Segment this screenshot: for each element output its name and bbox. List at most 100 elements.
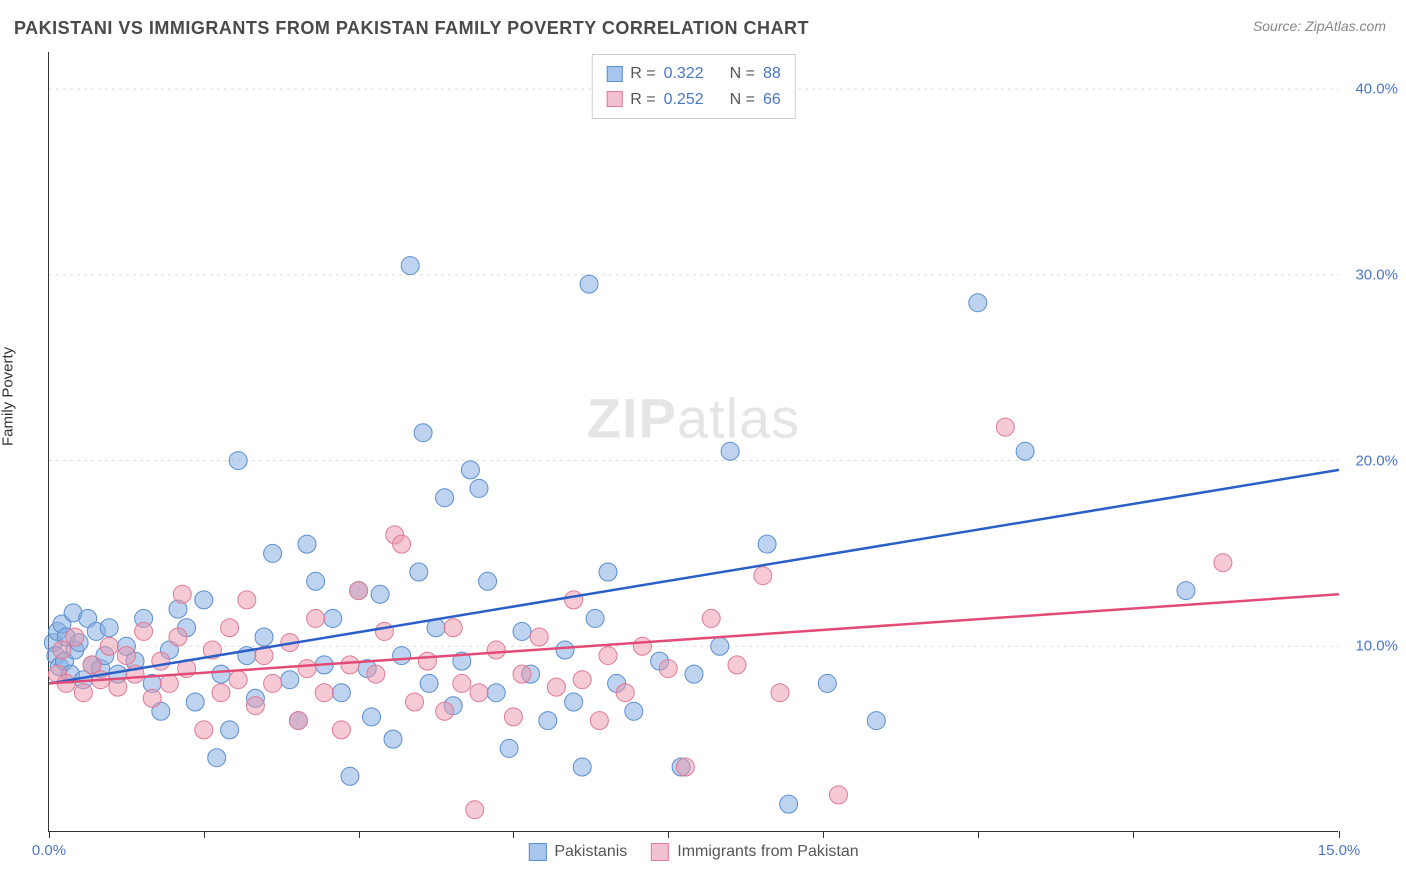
ytick-label: 40.0% bbox=[1343, 81, 1398, 98]
y-axis-label: Family Poverty bbox=[0, 347, 17, 446]
scatter-point bbox=[350, 582, 368, 600]
xtick bbox=[978, 831, 979, 838]
scatter-point bbox=[152, 652, 170, 670]
scatter-point bbox=[195, 591, 213, 609]
scatter-point bbox=[573, 758, 591, 776]
scatter-point bbox=[996, 418, 1014, 436]
scatter-point bbox=[246, 697, 264, 715]
scatter-point bbox=[565, 591, 583, 609]
correlation-legend: R = 0.322 N = 88 R = 0.252 N = 66 bbox=[591, 54, 796, 119]
scatter-point bbox=[332, 721, 350, 739]
r-value-2: 0.252 bbox=[664, 87, 704, 113]
scatter-point bbox=[625, 702, 643, 720]
scatter-point bbox=[754, 567, 772, 585]
scatter-point bbox=[676, 758, 694, 776]
scatter-point bbox=[436, 702, 454, 720]
scatter-point bbox=[818, 674, 836, 692]
scatter-point bbox=[74, 684, 92, 702]
scatter-point bbox=[143, 689, 161, 707]
series-legend: Pakistanis Immigrants from Pakistan bbox=[528, 843, 858, 861]
legend-swatch-2 bbox=[651, 843, 669, 861]
scatter-point bbox=[504, 708, 522, 726]
scatter-point bbox=[444, 619, 462, 637]
source-attribution: Source: ZipAtlas.com bbox=[1253, 18, 1386, 34]
scatter-point bbox=[169, 628, 187, 646]
legend-swatch-pink bbox=[606, 91, 622, 107]
scatter-point bbox=[1177, 582, 1195, 600]
scatter-point bbox=[255, 628, 273, 646]
scatter-point bbox=[264, 544, 282, 562]
scatter-point bbox=[728, 656, 746, 674]
scatter-point bbox=[186, 693, 204, 711]
scatter-point bbox=[401, 257, 419, 275]
ytick-label: 10.0% bbox=[1343, 638, 1398, 655]
scatter-point bbox=[599, 647, 617, 665]
scatter-point bbox=[66, 628, 84, 646]
scatter-point bbox=[479, 572, 497, 590]
scatter-point bbox=[513, 665, 531, 683]
legend-label-2: Immigrants from Pakistan bbox=[677, 843, 858, 861]
scatter-point bbox=[530, 628, 548, 646]
scatter-point bbox=[410, 563, 428, 581]
scatter-point bbox=[1016, 442, 1034, 460]
scatter-point bbox=[195, 721, 213, 739]
xtick bbox=[49, 831, 50, 838]
xtick bbox=[1133, 831, 1134, 838]
scatter-point bbox=[513, 622, 531, 640]
xtick bbox=[823, 831, 824, 838]
scatter-point bbox=[100, 619, 118, 637]
scatter-point bbox=[758, 535, 776, 553]
scatter-point bbox=[332, 684, 350, 702]
ytick-label: 30.0% bbox=[1343, 266, 1398, 283]
scatter-point bbox=[212, 665, 230, 683]
scatter-point bbox=[367, 665, 385, 683]
scatter-point bbox=[539, 712, 557, 730]
r-prefix: R = bbox=[630, 61, 655, 87]
legend-item-pakistanis: Pakistanis bbox=[528, 843, 627, 861]
scatter-point bbox=[470, 684, 488, 702]
legend-swatch-1 bbox=[528, 843, 546, 861]
scatter-point bbox=[281, 671, 299, 689]
scatter-point bbox=[406, 693, 424, 711]
scatter-point bbox=[238, 591, 256, 609]
scatter-point bbox=[393, 647, 411, 665]
scatter-point bbox=[969, 294, 987, 312]
scatter-point bbox=[547, 678, 565, 696]
scatter-point bbox=[573, 671, 591, 689]
scatter-point bbox=[100, 637, 118, 655]
scatter-point bbox=[229, 452, 247, 470]
scatter-point bbox=[315, 684, 333, 702]
n-prefix-2: N = bbox=[730, 87, 755, 113]
scatter-point bbox=[633, 637, 651, 655]
scatter-point bbox=[466, 801, 484, 819]
legend-row-1: R = 0.322 N = 88 bbox=[606, 61, 781, 87]
xtick bbox=[359, 831, 360, 838]
chart-title: PAKISTANI VS IMMIGRANTS FROM PAKISTAN FA… bbox=[14, 18, 809, 39]
scatter-point bbox=[829, 786, 847, 804]
xtick bbox=[668, 831, 669, 838]
scatter-point bbox=[208, 749, 226, 767]
n-prefix: N = bbox=[730, 61, 755, 87]
scatter-point bbox=[264, 674, 282, 692]
scatter-point bbox=[685, 665, 703, 683]
plot-area: ZIPatlas 10.0%20.0%30.0%40.0% 0.0%15.0% … bbox=[48, 52, 1338, 832]
scatter-point bbox=[590, 712, 608, 730]
xtick bbox=[513, 831, 514, 838]
scatter-point bbox=[702, 609, 720, 627]
scatter-point bbox=[721, 442, 739, 460]
scatter-point bbox=[1214, 554, 1232, 572]
scatter-point bbox=[487, 684, 505, 702]
scatter-point bbox=[711, 637, 729, 655]
scatter-point bbox=[599, 563, 617, 581]
scatter-svg bbox=[49, 52, 1338, 831]
scatter-point bbox=[487, 641, 505, 659]
scatter-point bbox=[341, 656, 359, 674]
scatter-point bbox=[363, 708, 381, 726]
scatter-point bbox=[135, 622, 153, 640]
scatter-point bbox=[556, 641, 574, 659]
scatter-point bbox=[500, 739, 518, 757]
scatter-point bbox=[371, 585, 389, 603]
legend-item-immigrants: Immigrants from Pakistan bbox=[651, 843, 858, 861]
legend-row-2: R = 0.252 N = 66 bbox=[606, 87, 781, 113]
xtick-label: 0.0% bbox=[32, 842, 66, 859]
